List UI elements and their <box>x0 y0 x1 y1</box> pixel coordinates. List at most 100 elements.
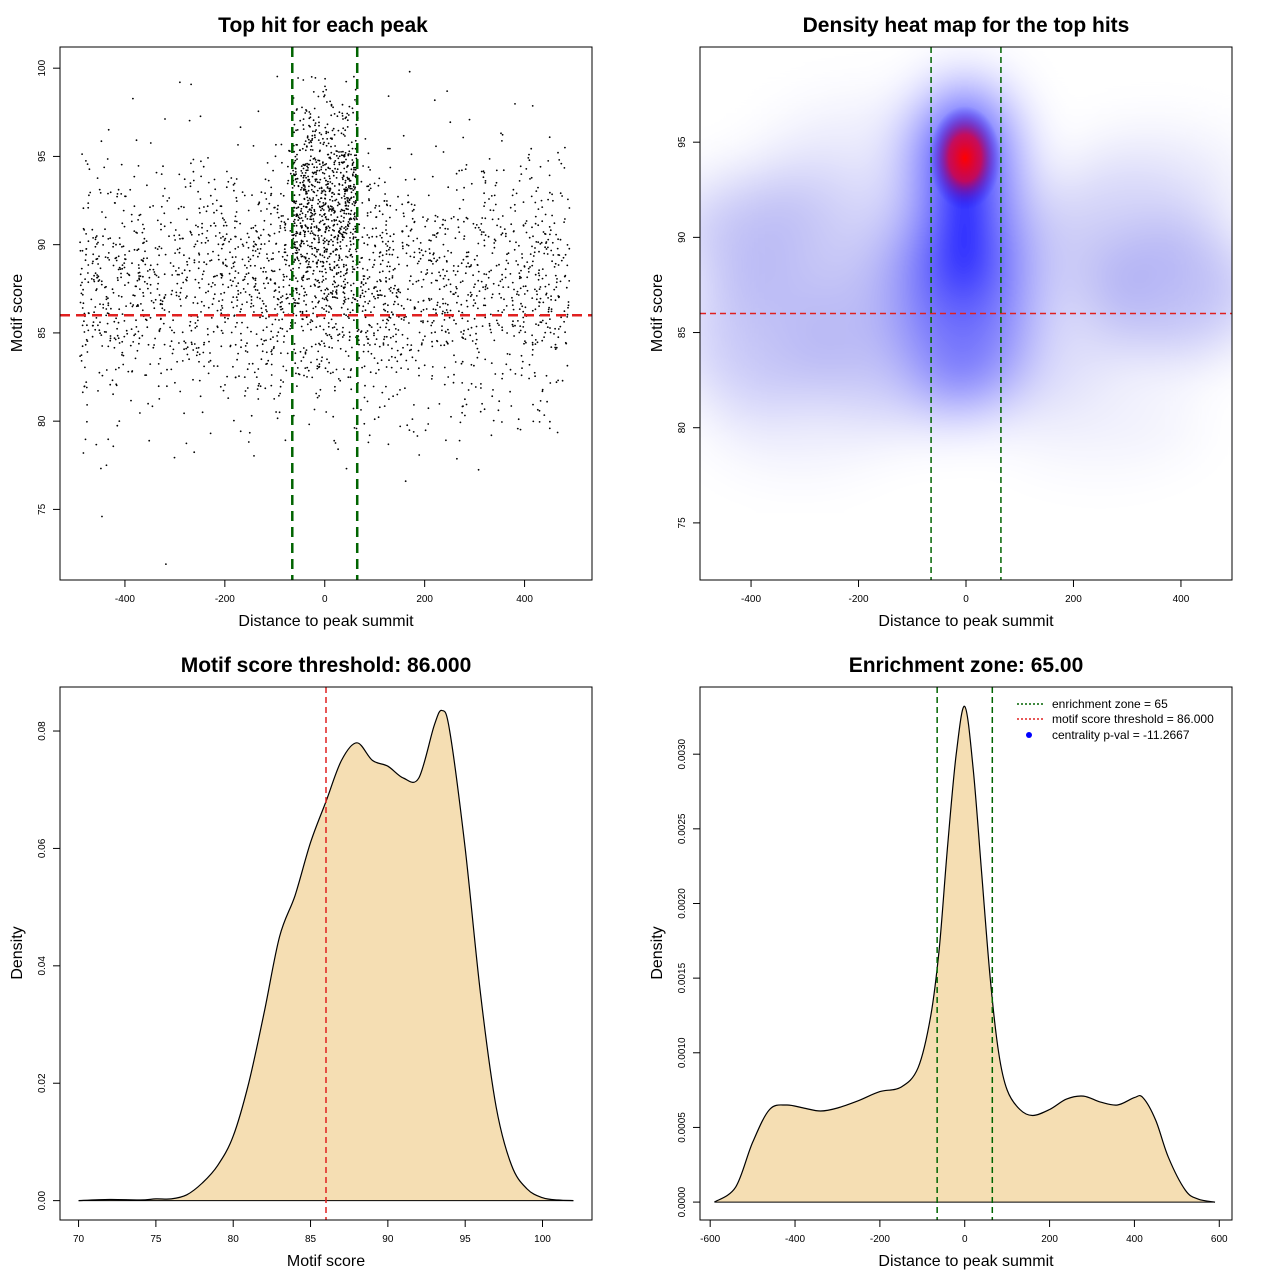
scatter-point <box>325 88 328 91</box>
scatter-point <box>120 193 123 195</box>
scatter-point <box>323 308 325 310</box>
scatter-point <box>388 253 391 256</box>
scatter-point <box>162 165 164 168</box>
scatter-point <box>300 241 303 243</box>
x-tick-label: 400 <box>516 594 533 605</box>
scatter-point <box>564 218 566 220</box>
scatter-point <box>498 292 501 295</box>
scatter-point <box>295 314 298 317</box>
scatter-point <box>292 234 295 237</box>
scatter-point <box>538 409 541 412</box>
scatter-point <box>203 206 205 208</box>
scatter-point <box>400 318 403 320</box>
y-tick-label: 85 <box>37 327 48 339</box>
scatter-point <box>534 273 537 276</box>
scatter-point <box>480 223 483 225</box>
scatter-point <box>171 352 174 355</box>
scatter-point <box>481 325 484 327</box>
scatter-point <box>279 227 282 230</box>
scatter-point <box>106 322 109 325</box>
scatter-point <box>342 175 345 178</box>
scatter-point <box>199 115 202 118</box>
scatter-point <box>115 383 118 386</box>
scatter-point <box>296 177 299 180</box>
scatter-point <box>146 326 149 329</box>
scatter-point <box>328 229 330 232</box>
scatter-point <box>328 226 331 229</box>
scatter-point <box>538 288 541 290</box>
scatter-point <box>391 276 394 279</box>
scatter-point <box>403 319 405 321</box>
scatter-point <box>109 237 112 240</box>
scatter-point <box>85 386 88 389</box>
scatter-point <box>475 224 478 226</box>
scatter-point <box>385 232 388 235</box>
scatter-point <box>295 213 298 216</box>
scatter-point <box>323 95 325 98</box>
scatter-point <box>138 337 141 340</box>
scatter-point <box>286 296 289 299</box>
scatter-point <box>257 368 260 370</box>
scatter-point <box>401 203 404 206</box>
scatter-point <box>545 274 547 277</box>
scatter-point <box>301 310 304 313</box>
scatter-point <box>307 199 309 202</box>
scatter-point <box>304 256 307 259</box>
scatter-point <box>327 325 330 328</box>
scatter-point <box>309 232 312 235</box>
scatter-point <box>431 175 434 178</box>
scatter-point <box>445 284 448 287</box>
scatter-point <box>375 338 378 340</box>
scatter-point <box>309 159 312 162</box>
x-tick-label: -400 <box>785 1234 805 1245</box>
scatter-point <box>549 191 551 194</box>
scatter-point <box>559 325 562 328</box>
scatter-point <box>302 318 304 321</box>
scatter-point <box>314 158 317 161</box>
scatter-point <box>332 415 335 418</box>
scatter-point <box>387 319 390 322</box>
scatter-point <box>235 178 238 180</box>
scatter-point <box>339 210 342 213</box>
scatter-point <box>335 171 338 174</box>
scatter-point <box>117 279 119 282</box>
scatter-point <box>363 227 366 229</box>
scatter-point <box>311 232 314 235</box>
scatter-point <box>279 385 282 388</box>
scatter-point <box>512 308 515 311</box>
scatter-point <box>514 324 516 327</box>
scatter-point <box>510 223 513 226</box>
scatter-point <box>84 278 86 280</box>
scatter-point <box>501 278 504 281</box>
scatter-point <box>450 415 452 418</box>
scatter-point <box>342 280 345 283</box>
scatter-point <box>410 344 413 346</box>
scatter-point <box>96 243 98 245</box>
scatter-point <box>318 221 321 224</box>
scatter-point <box>350 168 353 171</box>
scatter-point <box>118 237 121 239</box>
scatter-point <box>351 107 354 110</box>
scatter-point <box>265 305 267 308</box>
scatter-point <box>225 233 228 236</box>
scatter-point <box>235 196 238 199</box>
scatter-point <box>360 180 363 183</box>
x-tick-label: 200 <box>1041 1234 1058 1245</box>
scatter-point <box>362 165 364 167</box>
scatter-point <box>324 240 326 243</box>
scatter-point <box>346 256 349 259</box>
scatter-point <box>356 300 359 302</box>
scatter-point <box>270 363 273 366</box>
scatter-point <box>392 233 395 236</box>
scatter-point <box>341 239 344 241</box>
scatter-point <box>301 212 304 215</box>
scatter-point <box>559 192 562 195</box>
scatter-point <box>336 204 339 207</box>
scatter-point <box>327 183 330 185</box>
scatter-point <box>537 324 540 327</box>
scatter-point <box>316 367 319 370</box>
scatter-point <box>402 212 405 215</box>
scatter-point <box>400 304 403 307</box>
scatter-point <box>518 272 521 274</box>
scatter-point <box>543 252 546 255</box>
